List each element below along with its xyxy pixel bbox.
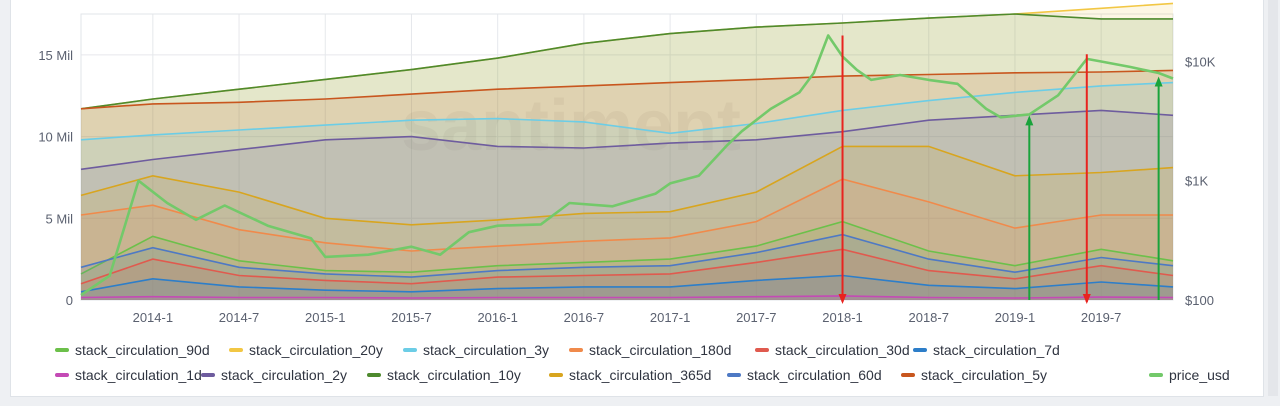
legend-label: stack_circulation_30d bbox=[775, 342, 910, 358]
legend-item-stack_circulation_90d[interactable]: stack_circulation_90d bbox=[55, 340, 210, 360]
y-left-tick-label: 15 Mil bbox=[38, 48, 73, 63]
x-tick-label: 2018-7 bbox=[908, 310, 948, 325]
legend-label: stack_circulation_2y bbox=[221, 367, 348, 383]
annotation-arrow-head bbox=[1025, 115, 1034, 126]
x-tick-label: 2017-7 bbox=[736, 310, 776, 325]
legend-item-stack_circulation_30d[interactable]: stack_circulation_30d bbox=[755, 340, 910, 360]
x-tick-label: 2014-7 bbox=[219, 310, 259, 325]
chart-card: 2014-1 2014-7 2015-1 2015-7 2016-1 2016-7 2017… bbox=[10, 0, 1264, 397]
series-line-stack_circulation_5y bbox=[80, 69, 1174, 110]
legend-item-stack_circulation_20y[interactable]: stack_circulation_20y bbox=[229, 340, 383, 360]
series-line-stack_circulation_7d bbox=[80, 274, 1174, 293]
x-tick-label: 2015-1 bbox=[305, 310, 345, 325]
series-line-stack_circulation_10y bbox=[80, 13, 1173, 110]
legend-label: price_usd bbox=[1169, 367, 1230, 383]
annotation-arrow-head bbox=[1154, 76, 1163, 87]
x-tick-label: 2015-7 bbox=[391, 310, 431, 325]
legend-swatch bbox=[901, 373, 915, 377]
y-right-tick-label: $100 bbox=[1185, 293, 1214, 308]
series-area-stack_circulation_10y bbox=[81, 14, 1173, 300]
x-tick-label: 2017-1 bbox=[650, 310, 690, 325]
series-area-stack_circulation_2y bbox=[81, 110, 1173, 301]
y-right-tick-label: $10K bbox=[1185, 54, 1216, 69]
legend-item-stack_circulation_1d[interactable]: stack_circulation_1d bbox=[55, 365, 202, 385]
y-left-tick-label: 0 bbox=[66, 293, 73, 308]
series-area-stack_circulation_20y bbox=[81, 3, 1173, 301]
legend-item-stack_circulation_3y[interactable]: stack_circulation_3y bbox=[403, 340, 549, 360]
legend-swatch bbox=[367, 373, 381, 377]
legend-item-stack_circulation_10y[interactable]: stack_circulation_10y bbox=[367, 365, 521, 385]
series-line-stack_circulation_1d bbox=[80, 295, 1174, 299]
annotation-arrow-head bbox=[1082, 294, 1091, 304]
legend-item-stack_circulation_60d[interactable]: stack_circulation_60d bbox=[727, 365, 882, 385]
annotation-arrow bbox=[1082, 54, 1091, 304]
vertical-scrollbar[interactable] bbox=[1268, 0, 1278, 396]
legend-label: stack_circulation_365d bbox=[569, 367, 712, 383]
chart-svg: 2014-1 2014-7 2015-1 2015-7 2016-1 2016-7 2017… bbox=[38, 2, 1216, 325]
series-area-stack_circulation_365d bbox=[81, 146, 1173, 300]
legend-label: stack_circulation_3y bbox=[423, 342, 550, 358]
x-tick-label: 2016-7 bbox=[564, 310, 604, 325]
annotation-arrow bbox=[1154, 76, 1163, 300]
y-left-tick-label: 10 Mil bbox=[38, 130, 73, 145]
chart-legend: stack_circulation_90d stack_circulation_2… bbox=[55, 340, 1245, 390]
legend-swatch bbox=[727, 373, 741, 377]
series-line-stack_circulation_60d bbox=[80, 233, 1174, 278]
legend-swatch bbox=[755, 348, 769, 352]
x-tick-label: 2019-1 bbox=[995, 310, 1035, 325]
legend-item-stack_circulation_180d[interactable]: stack_circulation_180d bbox=[569, 340, 731, 360]
legend-label: stack_circulation_90d bbox=[75, 342, 210, 358]
x-tick-label: 2019-7 bbox=[1081, 310, 1121, 325]
legend-swatch bbox=[201, 373, 215, 377]
legend-swatch bbox=[1149, 373, 1163, 377]
annotation-arrow bbox=[838, 35, 847, 304]
plot-frame bbox=[80, 13, 1174, 301]
x-tick-label: 2014-1 bbox=[133, 310, 173, 325]
legend-swatch bbox=[55, 373, 69, 377]
legend-swatch bbox=[55, 348, 69, 352]
legend-swatch bbox=[229, 348, 243, 352]
legend-item-stack_circulation_2y[interactable]: stack_circulation_2y bbox=[201, 365, 347, 385]
legend-label: stack_circulation_10y bbox=[387, 367, 521, 383]
legend-swatch bbox=[403, 348, 417, 352]
series-area-stack_circulation_30d bbox=[81, 249, 1173, 300]
legend-label: stack_circulation_5y bbox=[921, 367, 1048, 383]
series-line-stack_circulation_365d bbox=[80, 145, 1174, 226]
legend-label: stack_circulation_180d bbox=[589, 342, 732, 358]
legend-item-stack_circulation_365d[interactable]: stack_circulation_365d bbox=[549, 365, 711, 385]
legend-swatch bbox=[549, 373, 563, 377]
legend-swatch bbox=[569, 348, 583, 352]
x-tick-label: 2018-1 bbox=[822, 310, 862, 325]
series-line-stack_circulation_30d bbox=[80, 248, 1174, 285]
series-line-stack_circulation_3y bbox=[80, 81, 1174, 141]
series-line-stack_circulation_180d bbox=[80, 178, 1173, 252]
series-area-stack_circulation_7d bbox=[81, 275, 1173, 300]
annotation-arrow-head bbox=[838, 294, 847, 304]
watermark: santiment bbox=[401, 86, 741, 166]
series-line-stack_circulation_90d bbox=[80, 220, 1174, 275]
legend-label: stack_circulation_20y bbox=[249, 342, 383, 358]
x-tick-label: 2016-1 bbox=[477, 310, 517, 325]
series-area-stack_circulation_5y bbox=[81, 70, 1173, 301]
y-left-tick-label: 5 Mil bbox=[46, 211, 74, 226]
legend-item-price_usd[interactable]: price_usd bbox=[1149, 365, 1230, 385]
series-line-price_usd bbox=[80, 34, 1174, 297]
legend-label: stack_circulation_60d bbox=[747, 367, 882, 383]
legend-label: stack_circulation_1d bbox=[75, 367, 202, 383]
annotation-arrow bbox=[1025, 115, 1034, 300]
legend-label: stack_circulation_7d bbox=[933, 342, 1060, 358]
legend-item-stack_circulation_7d[interactable]: stack_circulation_7d bbox=[913, 340, 1060, 360]
legend-swatch bbox=[913, 348, 927, 352]
y-right-tick-label: $1K bbox=[1185, 174, 1208, 189]
legend-item-stack_circulation_5y[interactable]: stack_circulation_5y bbox=[901, 365, 1047, 385]
